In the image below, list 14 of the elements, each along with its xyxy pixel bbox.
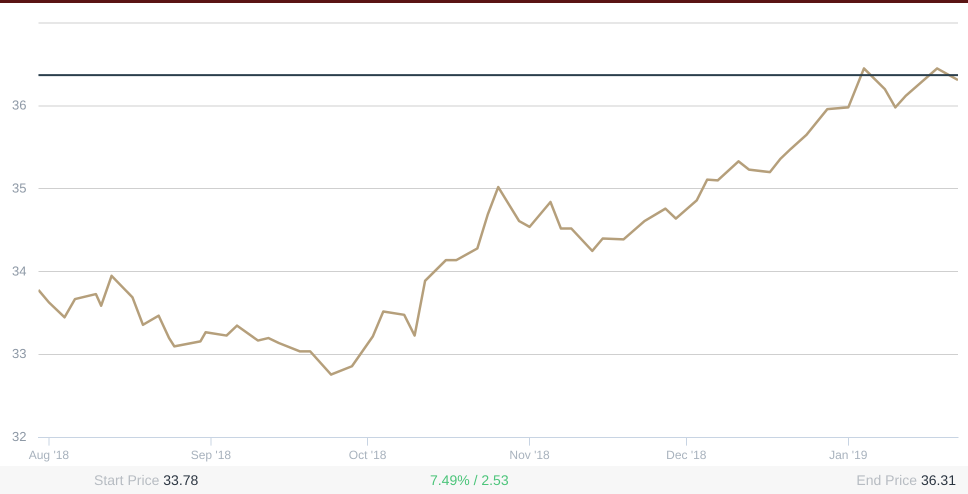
x-tick-label: Dec '18 (666, 448, 707, 462)
x-tick-label: Sep '18 (190, 448, 232, 462)
y-tick-label: 32 (12, 429, 26, 444)
text: Start Price 33.78 (94, 472, 198, 488)
x-tick-label: Aug '18 (28, 448, 70, 462)
text: 7.49% / 2.53 (430, 472, 509, 488)
x-tick-label: Nov '18 (509, 448, 550, 462)
y-tick-label: 35 (12, 180, 26, 196)
x-tick-label: Oct '18 (348, 448, 387, 462)
x-tick-label: Jan '19 (829, 448, 868, 462)
y-tick-label: 36 (12, 97, 26, 112)
y-tick-label: 34 (12, 263, 26, 278)
y-tick-label: 33 (12, 346, 26, 362)
text: End Price 36.31 (856, 472, 956, 488)
